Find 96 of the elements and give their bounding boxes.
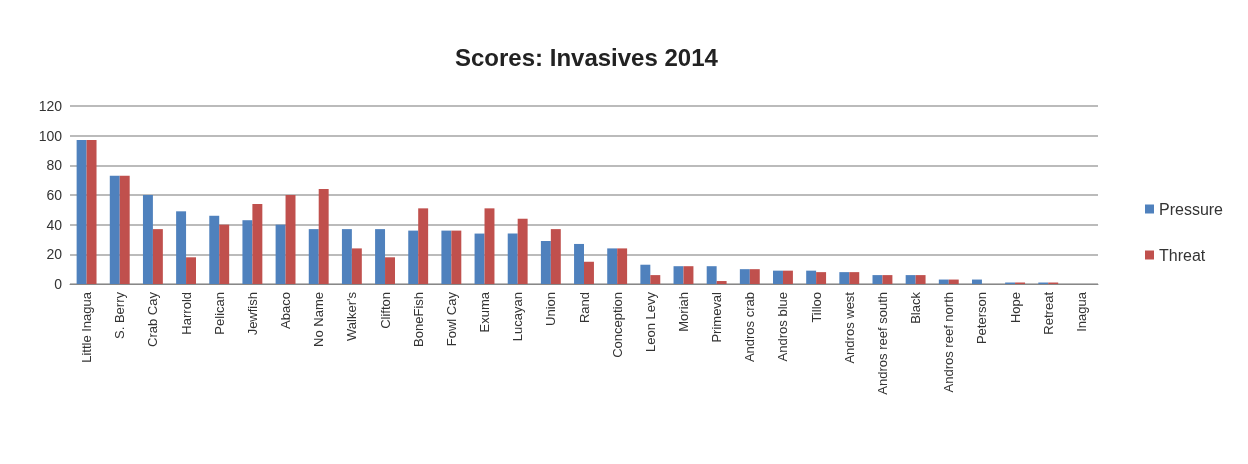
y-tick-label: 80 bbox=[46, 157, 63, 174]
x-tick-label: Moriah bbox=[675, 292, 691, 332]
x-tick-label: Pelican bbox=[211, 292, 227, 335]
bar bbox=[418, 208, 429, 284]
bar bbox=[683, 266, 694, 284]
y-tick-label: 0 bbox=[54, 276, 63, 292]
x-tick-label: Inagua bbox=[1073, 291, 1089, 332]
bar bbox=[584, 261, 594, 284]
bar bbox=[474, 233, 485, 284]
x-tick-label: Union bbox=[543, 292, 559, 326]
bar bbox=[285, 195, 296, 284]
x-tick-label: No Name bbox=[311, 292, 327, 347]
bar bbox=[782, 270, 793, 284]
bar bbox=[550, 229, 561, 284]
bar bbox=[76, 140, 87, 284]
x-tick-label: BoneFish bbox=[410, 292, 426, 347]
x-tick-label: Little Inagua bbox=[79, 291, 95, 363]
bar bbox=[385, 257, 395, 284]
bar bbox=[176, 211, 187, 284]
x-tick-label: Jewfish bbox=[244, 292, 260, 336]
bar bbox=[716, 281, 727, 284]
x-tick-label: Crab Cay bbox=[145, 291, 161, 347]
y-tick-label: 120 bbox=[38, 98, 63, 114]
x-tick-label: Lucayan bbox=[510, 292, 526, 342]
bar bbox=[816, 272, 827, 284]
y-tick-label: 20 bbox=[46, 246, 63, 263]
x-tick-label: Fowl Cay bbox=[443, 291, 459, 347]
bar bbox=[119, 175, 130, 284]
legend-label: Pressure bbox=[1158, 200, 1224, 218]
bar bbox=[948, 279, 959, 284]
bar bbox=[484, 208, 495, 284]
bar bbox=[650, 275, 661, 284]
bar bbox=[882, 275, 893, 284]
bar bbox=[706, 266, 717, 284]
bar bbox=[806, 270, 817, 284]
bar bbox=[252, 203, 263, 284]
x-tick-label: S. Berry bbox=[112, 291, 128, 339]
x-tick-label: Peterson bbox=[974, 292, 990, 345]
bar bbox=[341, 229, 352, 284]
bar bbox=[318, 189, 329, 284]
bar bbox=[408, 230, 419, 284]
bar bbox=[640, 264, 651, 284]
bar bbox=[905, 275, 916, 284]
bar bbox=[849, 272, 860, 284]
bar bbox=[839, 272, 850, 284]
bar bbox=[971, 279, 982, 284]
bar bbox=[749, 269, 760, 284]
y-tick-label: 40 bbox=[46, 216, 63, 233]
x-tick-label: Tilloo bbox=[808, 292, 824, 323]
bar bbox=[607, 248, 618, 284]
bar bbox=[441, 230, 452, 284]
bar bbox=[242, 220, 253, 284]
bar bbox=[938, 279, 949, 284]
bar bbox=[517, 218, 528, 284]
bar bbox=[872, 275, 883, 284]
legend-label: Threat bbox=[1158, 246, 1206, 264]
bar bbox=[617, 248, 628, 284]
bar bbox=[351, 248, 362, 284]
y-tick-label: 60 bbox=[46, 187, 63, 203]
chart-title: Scores: Invasives 2014 bbox=[455, 43, 719, 71]
x-tick-label: Abaco bbox=[278, 292, 294, 329]
bar bbox=[219, 224, 230, 284]
bar bbox=[186, 257, 197, 284]
bar bbox=[209, 215, 220, 284]
bar bbox=[540, 240, 551, 284]
bar bbox=[375, 229, 386, 284]
x-tick-label: Andros crab bbox=[742, 292, 758, 363]
x-tick-label: Primeval bbox=[709, 291, 725, 343]
x-tick-label: Harrold bbox=[178, 292, 194, 335]
x-tick-label: Black bbox=[908, 291, 924, 324]
bar bbox=[86, 140, 97, 284]
x-tick-label: Andros blue bbox=[775, 292, 791, 362]
bar bbox=[507, 233, 518, 284]
x-tick-label: Andros reef north bbox=[941, 292, 957, 393]
bar bbox=[308, 229, 319, 284]
x-tick-label: Leon Levy bbox=[642, 291, 658, 352]
x-tick-label: Conception bbox=[609, 292, 625, 358]
x-tick-label: Andros west bbox=[841, 291, 857, 364]
x-tick-label: Andros reef south bbox=[874, 292, 890, 395]
x-tick-label: Rand bbox=[576, 292, 592, 324]
bar bbox=[773, 270, 783, 284]
y-tick-label: 100 bbox=[38, 127, 63, 144]
bar bbox=[275, 224, 286, 284]
x-tick-label: Hope bbox=[1007, 292, 1023, 324]
bar bbox=[574, 243, 584, 284]
x-tick-label: Exuma bbox=[477, 291, 493, 333]
bar bbox=[451, 230, 462, 284]
bar bbox=[739, 269, 750, 284]
bar bbox=[152, 229, 163, 284]
x-tick-label: Clifton bbox=[377, 292, 393, 329]
x-tick-label: Walker's bbox=[344, 291, 360, 341]
x-tick-label: Retreat bbox=[1040, 291, 1056, 335]
bar bbox=[142, 195, 153, 284]
bar bbox=[109, 175, 120, 284]
bar bbox=[673, 266, 684, 284]
bar bbox=[915, 275, 926, 284]
